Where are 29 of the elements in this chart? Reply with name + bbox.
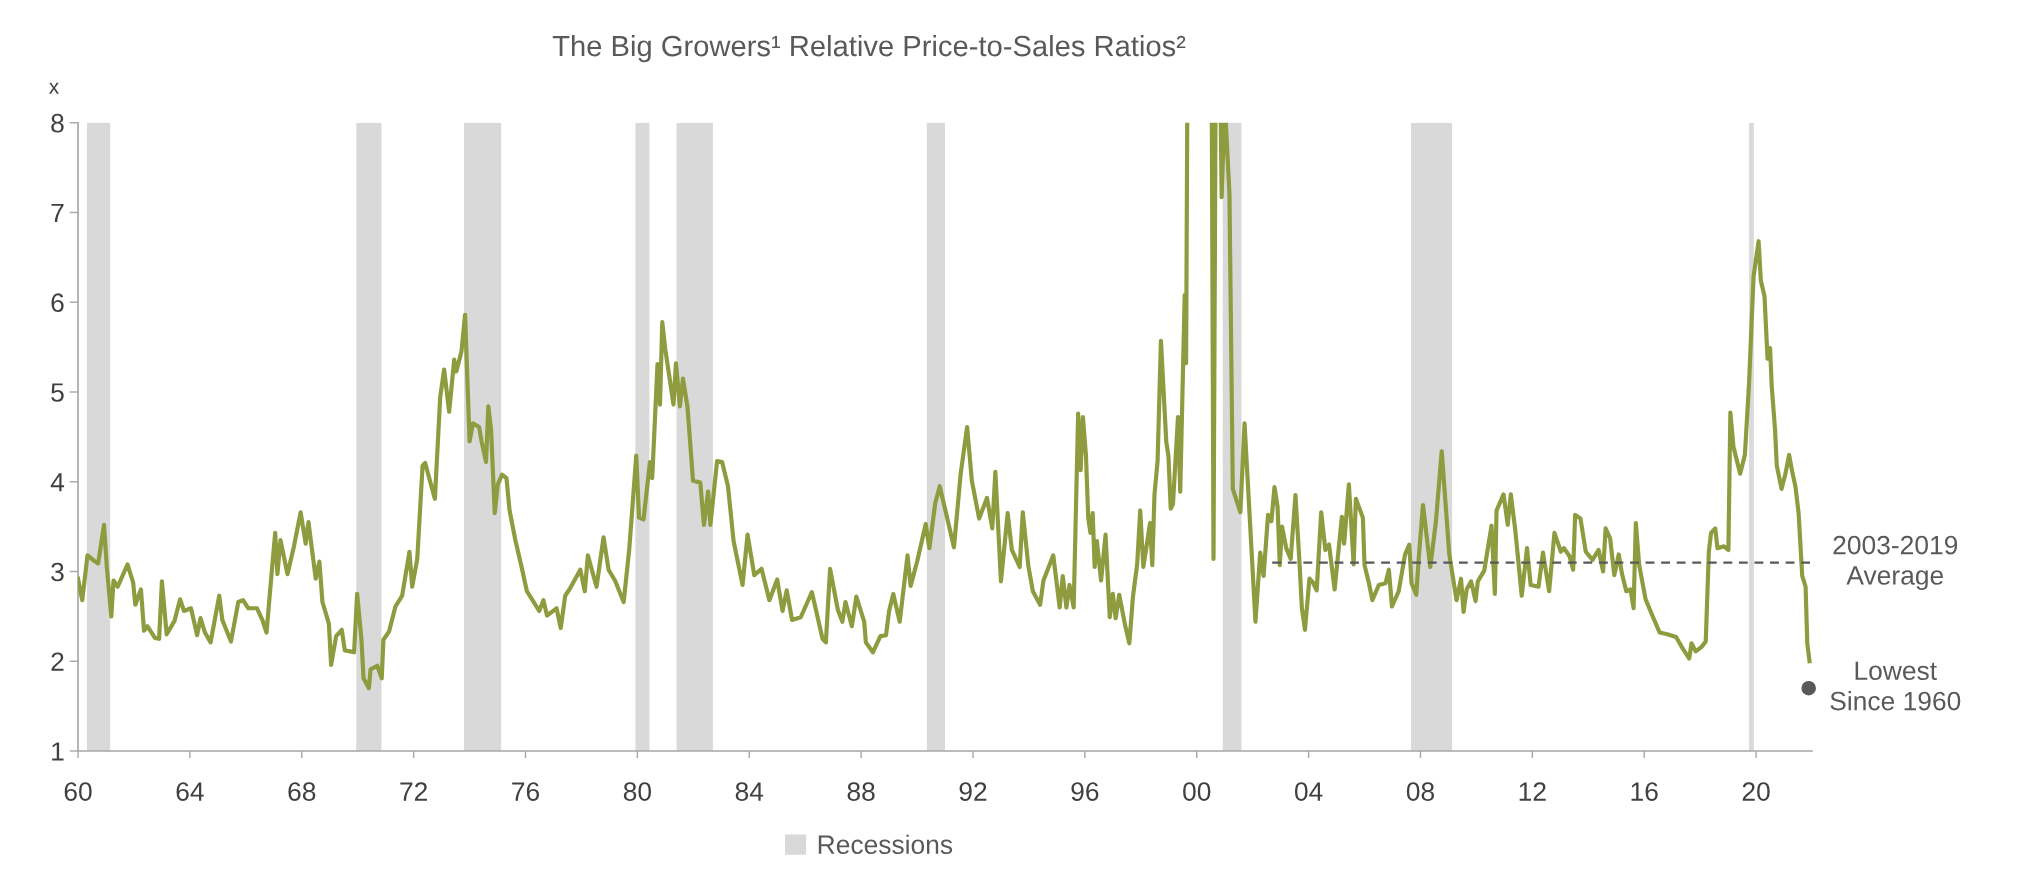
x-tick-label: 88 (847, 782, 875, 801)
series-label: Lowest Since 1960 (1830, 661, 1961, 711)
x-tick-label: 60 (64, 782, 92, 801)
y-tick-label: 6 (51, 293, 64, 313)
chart-title: The Big Growers¹ Relative Price-to-Sales Ratios² (552, 34, 1186, 63)
x-tick-label: 68 (288, 782, 316, 801)
y-tick-label: 5 (51, 383, 64, 402)
y-tick-label: 1 (52, 742, 64, 761)
y-tick-label: 4 (50, 473, 65, 492)
y-axis-title: x (48, 82, 59, 94)
y-tick-label: 7 (51, 203, 64, 223)
series-label: 2003-2019 Average (1833, 535, 1958, 590)
x-tick-label: 92 (959, 782, 987, 801)
legend-label: Recessions (818, 834, 953, 855)
x-tick-label: 72 (400, 782, 427, 801)
y-tick-label: 2 (51, 652, 64, 671)
x-tick-label: 84 (735, 782, 764, 801)
x-tick-label: 64 (176, 782, 204, 801)
x-tick-label: 20 (1742, 782, 1770, 801)
y-tick-label: 3 (51, 562, 64, 582)
x-tick-label: 00 (1183, 782, 1211, 801)
x-tick-label: 76 (512, 782, 540, 801)
x-tick-label: 12 (1519, 782, 1546, 801)
x-tick-label: 16 (1631, 782, 1658, 801)
x-tick-label: 96 (1071, 782, 1099, 801)
x-tick-label: 80 (623, 782, 652, 801)
y-tick-label: 8 (51, 113, 64, 133)
x-tick-label: 04 (1294, 782, 1323, 801)
x-tick-label: 08 (1406, 782, 1435, 801)
